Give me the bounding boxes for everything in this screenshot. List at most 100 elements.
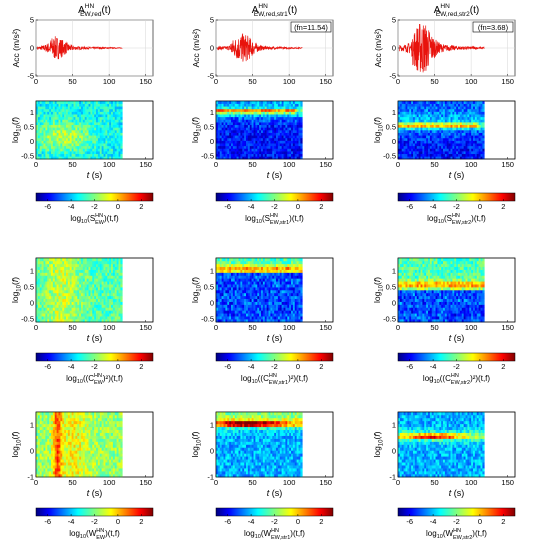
heatmap-cell: [94, 313, 97, 317]
heatmap-cell: [443, 143, 446, 147]
heatmap-cell: [56, 119, 59, 123]
heatmap-cell: [476, 108, 479, 112]
heatmap-cell: [251, 313, 254, 317]
heatmap-cell: [441, 153, 444, 157]
heatmap-cell: [96, 310, 99, 314]
heatmap-cell: [268, 101, 271, 104]
heatmap-cell: [111, 310, 114, 314]
heatmap-cell: [277, 111, 281, 115]
heatmap-cell: [73, 260, 76, 265]
heatmap-cell: [118, 260, 121, 265]
heatmap-cell: [221, 281, 224, 285]
heatmap-cell: [268, 153, 271, 157]
heatmap-cell: [247, 275, 251, 279]
heatmap-cell: [418, 127, 421, 131]
heatmap-cell: [443, 103, 446, 107]
heatmap-cell: [39, 269, 42, 273]
heatmap-cell: [92, 106, 95, 110]
heatmap-cell: [236, 301, 239, 305]
heatmap-cell: [216, 298, 219, 302]
heatmap-cell: [109, 272, 112, 276]
heatmap-cell: [73, 156, 76, 160]
heatmap-cell: [439, 145, 442, 149]
heatmap-cell: [444, 122, 448, 126]
heatmap-cell: [86, 116, 89, 120]
heatmap-cell: [424, 140, 427, 144]
heatmap-cell: [456, 137, 459, 141]
heatmap-cell: [240, 281, 243, 285]
heatmap-cell: [86, 106, 89, 110]
heatmap-cell: [244, 140, 247, 144]
heatmap-cell: [79, 103, 82, 107]
heatmap-cell: [266, 260, 269, 265]
heatmap-cell: [99, 301, 102, 305]
heatmap-cell: [446, 135, 449, 139]
heatmap-cell: [107, 301, 110, 305]
heatmap-cell: [261, 103, 264, 107]
heatmap-cell: [471, 143, 474, 147]
heatmap-cell: [253, 103, 256, 107]
heatmap-cell: [234, 119, 237, 123]
heatmap-cell: [112, 292, 116, 297]
heatmap-cell: [94, 108, 97, 112]
heatmap-cell: [236, 298, 239, 302]
heatmap-cell: [255, 137, 258, 141]
heatmap-cell: [253, 130, 256, 133]
heatmap-cell: [58, 145, 61, 149]
heatmap-cell: [52, 310, 56, 314]
heatmap-cell: [264, 278, 267, 282]
heatmap-cell: [272, 106, 275, 110]
heatmap-cell: [414, 145, 418, 149]
heatmap-cell: [227, 156, 230, 160]
heatmap-cell: [259, 116, 262, 120]
heatmap-cell: [39, 148, 42, 152]
heatmap-cell: [54, 156, 57, 160]
heatmap-cell: [480, 122, 483, 126]
heatmap-cell: [73, 266, 76, 270]
heatmap-cell: [428, 106, 431, 110]
heatmap-cell: [480, 127, 483, 131]
heatmap-cell: [56, 260, 59, 265]
heatmap-cell: [240, 287, 243, 291]
heatmap-cell: [268, 132, 271, 136]
heatmap-cell: [99, 156, 102, 160]
heatmap-cell: [264, 145, 267, 149]
heatmap-cell: [86, 153, 89, 157]
heatmap-cell: [268, 275, 271, 279]
heatmap-cell: [77, 287, 80, 291]
heatmap-cell: [255, 130, 258, 133]
heatmap-cell: [221, 135, 224, 139]
heatmap-cell: [88, 295, 91, 300]
heatmap-cell: [274, 111, 277, 115]
heatmap-cell: [247, 272, 251, 276]
heatmap-cell: [247, 156, 251, 160]
heatmap-cell: [225, 140, 228, 144]
heatmap-cell: [231, 304, 234, 308]
heatmap-cell: [240, 307, 243, 311]
heatmap-cell: [229, 304, 232, 308]
heatmap-cell: [420, 137, 423, 141]
heatmap-cell: [219, 316, 222, 320]
heatmap-cell: [461, 127, 464, 131]
heatmap-cell: [116, 263, 119, 268]
heatmap-cell: [88, 132, 91, 136]
heatmap-cell: [45, 130, 48, 133]
heatmap-cell: [473, 106, 476, 110]
heatmap-cell: [94, 132, 97, 136]
heatmap-cell: [259, 260, 262, 265]
heatmap-cell: [41, 108, 44, 112]
heatmap-cell: [231, 319, 234, 323]
heatmap-cell: [56, 281, 59, 285]
heatmap-cell: [266, 313, 269, 317]
heatmap-cell: [266, 132, 269, 136]
heatmap-cell: [291, 153, 294, 157]
heatmap-cell: [424, 103, 427, 107]
heatmap-cell: [96, 116, 99, 120]
heatmap-cell: [285, 143, 288, 147]
heatmap-cell: [64, 272, 67, 276]
heatmap-cell: [459, 151, 463, 155]
x-tick-label: 100: [103, 77, 116, 86]
heatmap-cell: [111, 122, 114, 126]
heatmap-cell: [473, 122, 476, 126]
